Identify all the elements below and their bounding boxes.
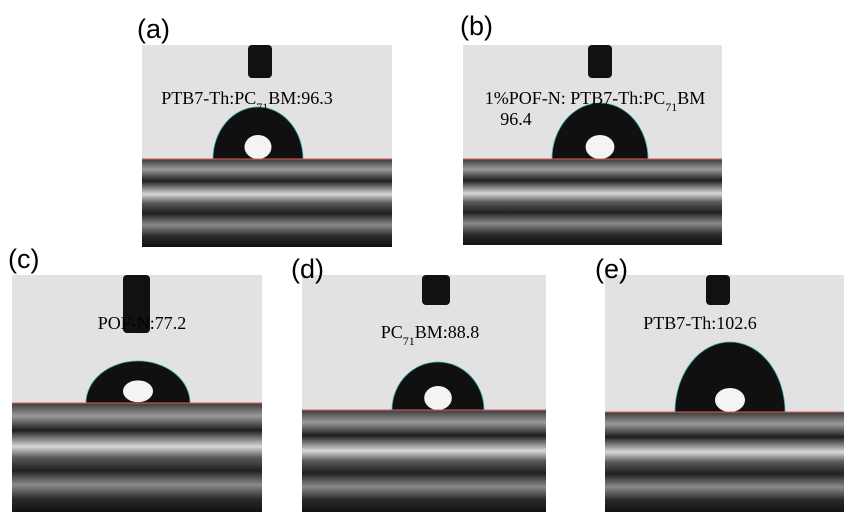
needle	[248, 45, 272, 78]
substrate	[142, 159, 392, 247]
caption: POF-N:77.2	[98, 313, 187, 333]
caption-subscript: 71	[256, 100, 268, 114]
caption-text: PTB7-Th:102.6	[643, 313, 757, 333]
panel: (c) POF-N:77.2	[8, 244, 262, 512]
substrate	[12, 403, 262, 512]
caption: 96.4	[500, 109, 532, 129]
panel-label: (a)	[137, 14, 170, 44]
caption-text: PC	[381, 322, 403, 342]
panel: (e) PTB7-Th:102.6	[595, 254, 844, 512]
panel: (d) PC71BM:88.8	[291, 254, 546, 512]
caption-subscript: 71	[403, 334, 415, 348]
substrate	[302, 410, 546, 512]
caption: PTB7-Th:102.6	[643, 313, 757, 333]
caption-text: 1%POF-N: PTB7-Th:PC	[485, 88, 666, 108]
droplet-highlight	[424, 386, 452, 410]
needle	[422, 275, 450, 305]
droplet-highlight	[715, 388, 745, 412]
substrate	[463, 159, 722, 245]
needle	[706, 275, 730, 305]
panel-label: (b)	[460, 11, 493, 41]
caption-text: PTB7-Th:PC	[161, 88, 256, 108]
caption-text: 96.4	[500, 109, 532, 129]
droplet-highlight	[123, 380, 153, 402]
panel: (b) 1%POF-N: PTB7-Th:PC71BM 96.4	[460, 11, 722, 245]
panel: (a) PTB7-Th:PC71BM:96.3	[137, 14, 392, 247]
needle	[588, 45, 612, 78]
caption-text: POF-N:77.2	[98, 313, 187, 333]
figure: (a)PTB7-Th:PC71BM:96.3(b)1%POF-N: PTB7-T…	[0, 0, 845, 517]
droplet-highlight	[245, 135, 272, 159]
substrate	[605, 412, 844, 512]
panel-label: (c)	[8, 244, 39, 274]
panel-label: (d)	[291, 254, 324, 284]
caption-text: BM	[677, 88, 705, 108]
caption-subscript: 71	[665, 100, 677, 114]
panel-label: (e)	[595, 254, 628, 284]
caption-text: BM:96.3	[268, 88, 333, 108]
caption-text: BM:88.8	[415, 322, 480, 342]
droplet-highlight	[586, 135, 615, 159]
